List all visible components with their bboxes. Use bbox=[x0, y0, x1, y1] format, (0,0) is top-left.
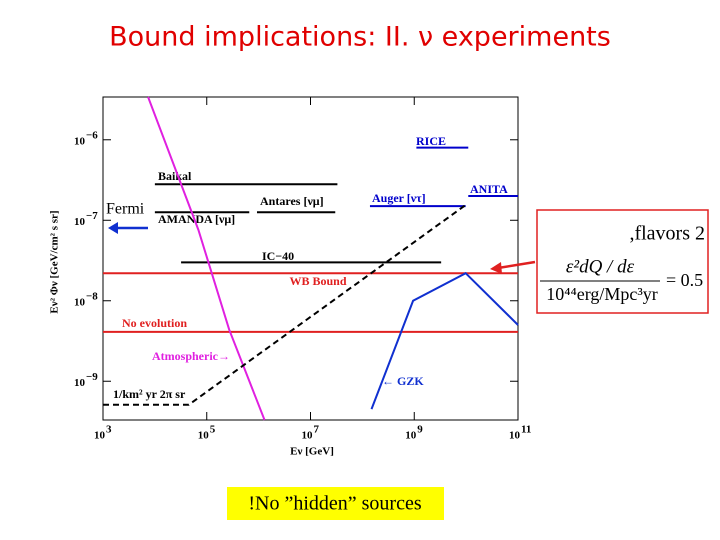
x-tick-label: 10 bbox=[94, 430, 106, 442]
x-tick-exponent: 11 bbox=[521, 424, 531, 436]
series-label: WB Bound bbox=[289, 274, 346, 288]
y-tick-exponent: −8 bbox=[86, 290, 98, 302]
y-tick-exponent: −6 bbox=[86, 129, 98, 141]
series-label: Auger [ντ] bbox=[372, 191, 426, 205]
x-tick-label: 10 bbox=[405, 430, 417, 442]
note-text: !No ”hidden” sources bbox=[248, 493, 421, 515]
series-label: Atmospheric→ bbox=[152, 349, 230, 363]
series-label: IC−40 bbox=[262, 249, 294, 263]
y-tick-label: 10 bbox=[74, 216, 86, 228]
series-label: No evolution bbox=[122, 316, 187, 330]
y-tick-label: 10 bbox=[74, 135, 86, 147]
x-tick-exponent: 7 bbox=[314, 424, 320, 436]
y-axis-label: Eν² Φν [GeV/cm² s sr] bbox=[49, 210, 61, 313]
series-label: ← GZK bbox=[382, 374, 424, 388]
x-tick-exponent: 9 bbox=[417, 424, 423, 436]
series-label: RICE bbox=[416, 134, 446, 148]
series-line bbox=[370, 271, 519, 410]
series-label: Baikal bbox=[158, 169, 192, 183]
formula-arrowhead bbox=[490, 262, 502, 274]
x-axis-label: Eν [GeV] bbox=[290, 446, 334, 458]
plot-frame bbox=[102, 96, 519, 421]
series-label: AMANDA [νμ] bbox=[158, 212, 235, 226]
formula-box bbox=[536, 209, 709, 314]
x-tick-exponent: 3 bbox=[106, 424, 112, 436]
y-tick-label: 10 bbox=[74, 296, 86, 308]
x-tick-exponent: 5 bbox=[210, 424, 216, 436]
y-tick-exponent: −9 bbox=[86, 371, 98, 383]
series-label: 1/km² yr 2π sr bbox=[113, 387, 186, 401]
x-tick-label: 10 bbox=[509, 430, 521, 442]
series-label: ANITA bbox=[470, 182, 508, 196]
y-tick-exponent: −7 bbox=[86, 210, 98, 222]
fermi-label: Fermi bbox=[106, 201, 145, 218]
x-tick-label: 10 bbox=[198, 430, 210, 442]
note-box bbox=[227, 487, 444, 520]
formula-numerator: ε²dQ / dε bbox=[566, 256, 635, 277]
series-line bbox=[103, 204, 467, 406]
fermi-arrowhead bbox=[108, 222, 118, 234]
x-tick-label: 10 bbox=[302, 430, 314, 442]
formula-arrow bbox=[497, 260, 536, 270]
formula-denominator: 10⁴⁴erg/Mpc³yr bbox=[546, 284, 658, 304]
y-tick-label: 10 bbox=[74, 377, 86, 389]
series-line bbox=[147, 96, 266, 421]
flavors-label: ,flavors 2 bbox=[629, 223, 705, 245]
slide-title: Bound implications: II. ν experiments bbox=[109, 22, 611, 53]
series-label: Antares [νμ] bbox=[260, 194, 324, 208]
formula-result: = 0.5 bbox=[666, 270, 703, 290]
